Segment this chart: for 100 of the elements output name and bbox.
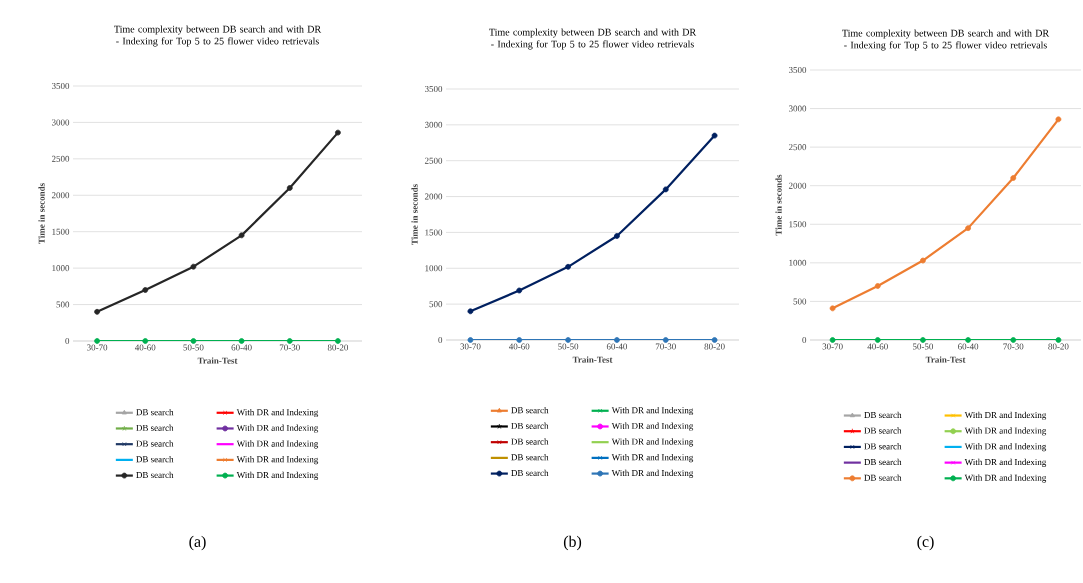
y-axis-title: Time in seconds [38,183,45,244]
y-tick-label: 1000 [52,265,70,272]
y-tick-label: 2000 [788,182,807,189]
legend-label: With DR and Indexing [611,438,694,447]
legend-label: With DR and Indexing [236,408,319,418]
point [142,338,149,344]
point [94,338,100,344]
point [94,308,100,315]
y-tick-label: 1500 [789,221,807,228]
x-tick-label: 40-60 [508,343,530,350]
point [874,283,881,289]
point [190,263,197,270]
point [920,257,926,264]
y-tick-label: 3500 [51,82,70,90]
legend-label: DB search [864,474,902,481]
legend-label: With DR and Indexing [964,458,1047,467]
x-tick-label: 40-60 [134,344,156,351]
point [829,337,836,343]
point [965,337,971,343]
legend-label: DB search [511,422,549,429]
x-axis-title: Train-Test [197,357,238,364]
chart-title: Time complexity between DB search and with DR - Indexing for Top 5 to 25 flower video retrievals [114,25,322,47]
x-axis-title: Train-Test [572,356,613,363]
x-tick-label: 70-30 [655,343,676,350]
x-tick-label: 30-70 [822,343,843,350]
point [286,338,293,344]
y-tick-label: 1000 [789,259,807,266]
point [190,338,197,344]
y-tick-label: 3500 [424,85,443,93]
y-tick-label: 2500 [788,144,807,151]
y-tick-label: 3000 [51,119,70,126]
legend-label: With DR and Indexing [236,471,319,480]
y-tick-label: 0 [802,336,807,344]
legend-label: DB search [136,456,174,463]
legend-label: DB search [864,443,902,450]
point [1055,116,1062,123]
point [516,337,523,343]
legend-label: With DR and Indexing [236,456,319,465]
legend-label: DB search [864,411,902,418]
y-axis-title: Time in seconds [775,174,782,236]
legend-label: With DR and Indexing [611,406,694,416]
legend-label: DB search [864,458,902,466]
y-tick-label: 500 [429,301,443,308]
x-tick-label: 60-40 [958,343,979,350]
text: (b) [563,535,582,551]
point [516,287,523,294]
y-tick-label: 2000 [424,193,443,200]
legend-label: DB search [511,438,549,445]
y-tick-label: 2500 [51,155,70,162]
point [565,263,571,270]
y-tick-label: 3000 [788,105,807,112]
x-axis-title: Train-Test [925,356,966,363]
point [286,185,293,191]
point [662,186,669,193]
legend-label: With DR and Indexing [236,424,319,433]
legend-label: DB search [864,427,902,434]
point [335,129,341,136]
point [142,287,149,293]
legend-label: With DR and Indexing [964,474,1047,483]
legend-label: With DR and Indexing [964,443,1047,452]
x-tick-label: 30-70 [460,343,481,350]
point [467,308,474,315]
y-tick-label: 0 [65,337,70,345]
point [1010,175,1017,181]
legend-label: DB search [136,471,174,479]
point [711,132,718,139]
y-tick-label: 1500 [425,229,443,236]
x-tick-label: 40-60 [867,343,888,350]
text: (c) [917,535,934,551]
x-tick-label: 70-30 [1003,343,1024,350]
point [238,232,245,239]
y-tick-label: 0 [438,336,443,344]
x-tick-label: 80-20 [327,344,349,351]
y-tick-label: 500 [793,298,807,305]
x-tick-label: 70-30 [279,344,300,351]
point [711,337,718,343]
legend-label: DB search [136,424,174,431]
legend-label: With DR and Indexing [964,427,1047,436]
point [874,337,881,343]
point [1010,337,1017,343]
x-tick-label: 60-40 [606,343,628,350]
point [829,305,836,312]
x-tick-label: 80-20 [704,343,725,350]
chart-title: Time complexity between DB search and with DR - Indexing for Top 5 to 25 flower video retrievals [842,29,1050,51]
point [335,338,341,344]
point [1055,337,1062,343]
legend-label: DB search [511,454,549,461]
point [565,337,571,343]
legend-label: DB search [136,440,174,447]
y-tick-label: 500 [56,301,70,308]
point [238,338,245,344]
point [662,337,669,343]
y-tick-label: 2000 [51,192,70,199]
x-tick-label: 50-50 [558,343,579,350]
y-axis-title: Time in seconds [411,184,418,245]
legend-label: DB search [136,408,174,416]
legend-label: With DR and Indexing [236,440,319,449]
chart-title: Time complexity between DB search and with DR - Indexing for Top 5 to 25 flower video retrievals [489,28,697,50]
legend-label: With DR and Indexing [611,422,694,431]
point [614,337,620,343]
